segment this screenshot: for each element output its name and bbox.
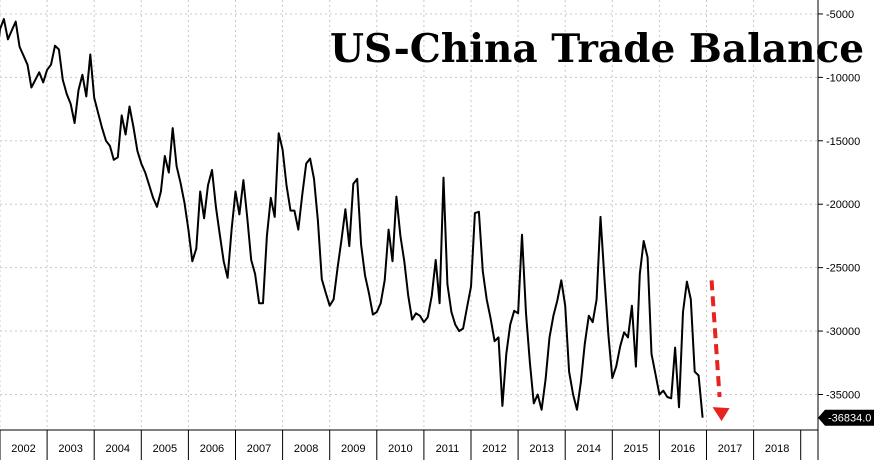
y-tick-label: -25000 [826,263,860,275]
x-tick-label: 2004 [106,443,130,455]
last-value-box [818,409,874,426]
y-tick-label: -15000 [826,136,860,148]
last-value-label: -36834.0 [818,409,874,426]
y-tick-label: -35000 [826,389,860,401]
x-axis: 2002 2003 2004 2005 2006 2007 2008 2009 2010 2011… [0,429,818,460]
x-tick-label: 2005 [153,443,177,455]
y-tick-label: -30000 [826,326,860,338]
x-tick-label: 2007 [247,443,271,455]
x-tick-label: 2009 [341,443,365,455]
x-tick-label: 2017 [718,443,742,455]
x-tick-label: 2012 [482,443,506,455]
x-tick-label: 2016 [671,443,695,455]
x-tick-label: 2006 [200,443,224,455]
x-tick-label: 2015 [624,443,648,455]
x-tick-label: 2002 [11,443,35,455]
x-tick-label: 2011 [436,443,460,455]
x-tick-label: 2003 [58,443,82,455]
arrow-shaft [709,280,722,398]
x-tick-label: 2013 [529,443,553,455]
y-tick-label: -5000 [826,9,854,21]
trade-balance-series-line [0,18,704,418]
grid-lines [0,0,818,430]
arrow-head [712,407,730,422]
last-value-text: -36834.0 [828,413,871,425]
y-axis: -5000 -10000 -15000 -20000 -25000 -30000 -3500… [817,0,860,460]
y-tick-label: -10000 [826,72,860,84]
x-tick-label: 2014 [577,443,601,455]
red-down-arrow-icon [709,280,730,422]
y-tick-label: -20000 [826,199,860,211]
x-tick-label: 2018 [765,443,789,455]
x-tick-label: 2010 [388,443,412,455]
chart-title: US-China Trade Balance [330,26,865,72]
x-tick-label: 2008 [294,443,318,455]
